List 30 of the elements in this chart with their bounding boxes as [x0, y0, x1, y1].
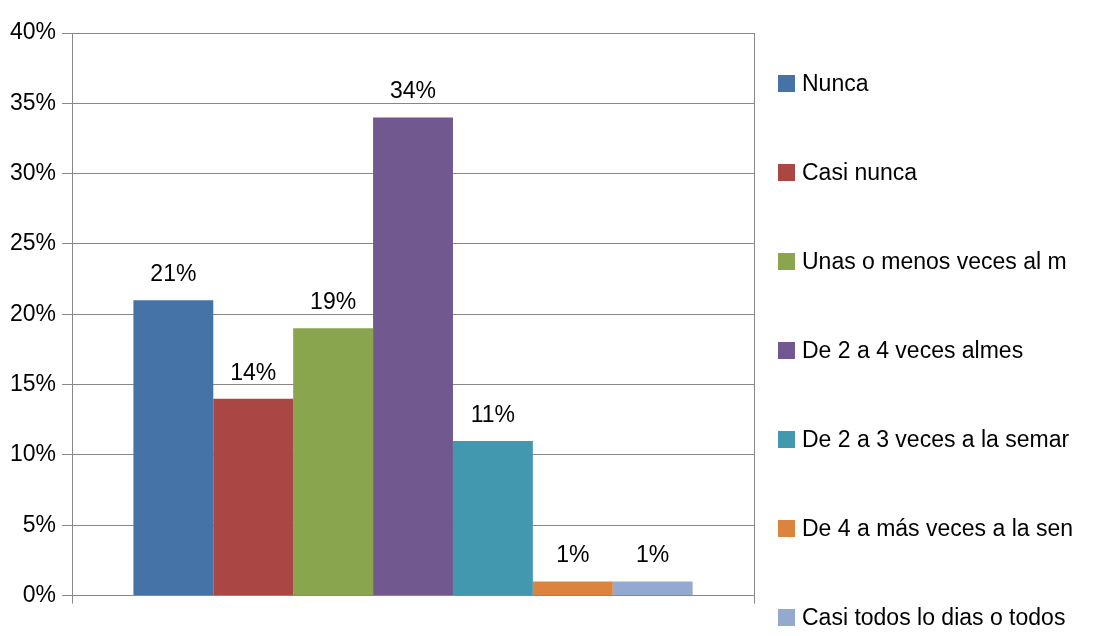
bar	[293, 328, 374, 596]
legend-label: De 2 a 3 veces a la semar	[802, 426, 1070, 453]
bar	[532, 581, 613, 596]
legend-label: De 4 a más veces a la sen	[802, 515, 1074, 542]
legend-label: Casi todos lo dias o todos	[802, 604, 1066, 631]
y-tick-label: 25%	[9, 229, 57, 256]
legend-label: Nunca	[802, 70, 869, 97]
y-tick-label: 15%	[9, 369, 57, 396]
data-label: 34%	[389, 77, 437, 104]
y-tick-label: 20%	[9, 299, 57, 326]
y-tick-label: 40%	[9, 18, 57, 45]
bar	[213, 398, 294, 596]
data-label: 14%	[230, 358, 277, 385]
data-label: 21%	[150, 260, 197, 287]
y-tick-label: 30%	[9, 158, 57, 185]
bar	[373, 117, 453, 596]
data-label: 19%	[310, 288, 357, 315]
data-label: 1%	[636, 541, 670, 568]
legend-label: De 2 a 4 veces almes	[802, 337, 1024, 364]
y-tick-label: 5%	[22, 510, 57, 537]
data-label: 1%	[556, 541, 590, 568]
legend-label: Casi nunca	[802, 159, 918, 186]
bar	[452, 440, 533, 596]
y-tick-label: 0%	[22, 580, 57, 607]
legend-label: Unas o menos veces al m	[802, 248, 1067, 275]
bar	[612, 581, 693, 596]
y-tick-label: 10%	[9, 440, 57, 467]
bar	[133, 300, 214, 596]
data-label: 11%	[470, 400, 516, 427]
y-tick-label: 35%	[9, 88, 57, 115]
